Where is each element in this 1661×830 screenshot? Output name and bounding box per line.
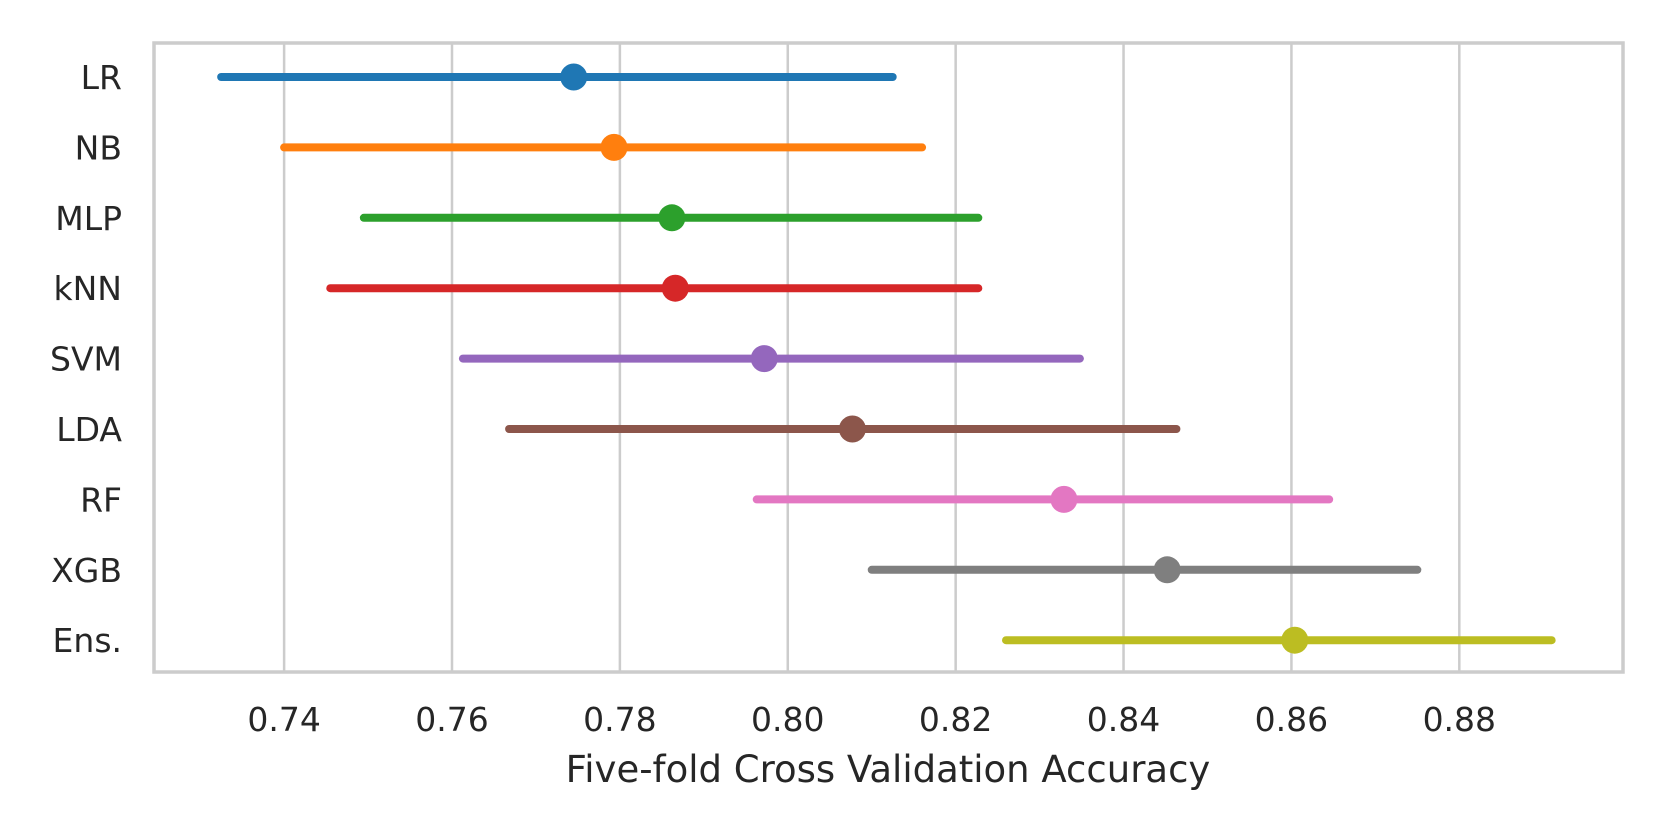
x-tick-label: 0.74 [247,700,320,739]
plot-frame [152,41,1625,674]
x-axis-title: Five-fold Cross Validation Accuracy [566,748,1211,791]
mean-marker-lr [560,63,588,91]
x-tick-label: 0.76 [415,700,488,739]
mean-marker-ens [1281,626,1309,654]
mean-marker-knn [661,274,689,302]
x-tick-label: 0.80 [751,700,824,739]
y-category-labels: LR NB MLP kNN SVM LDA RF XGB Ens. [50,58,122,660]
series-layer [217,63,1556,654]
mean-marker-rf [1050,485,1078,513]
mean-marker-svm [750,345,778,373]
category-label: kNN [54,269,122,308]
category-label: XGB [51,551,122,590]
x-tick-label: 0.82 [919,700,992,739]
mean-marker-mlp [658,204,686,232]
category-label: SVM [50,340,122,379]
x-tick-labels: 0.74 0.76 0.78 0.80 0.82 0.84 0.86 0.88 [247,700,1496,739]
category-label: NB [75,128,122,167]
x-tick-label: 0.78 [583,700,656,739]
mean-marker-xgb [1153,556,1181,584]
category-label: Ens. [53,621,122,660]
x-tick-label: 0.84 [1087,700,1160,739]
mean-marker-lda [838,415,866,443]
category-label: LR [81,58,122,97]
category-label: MLP [55,199,122,238]
x-tick-label: 0.86 [1255,700,1328,739]
x-tick-label: 0.88 [1423,700,1496,739]
mean-marker-nb [600,133,628,161]
category-label: LDA [56,410,122,449]
category-label: RF [80,480,122,519]
